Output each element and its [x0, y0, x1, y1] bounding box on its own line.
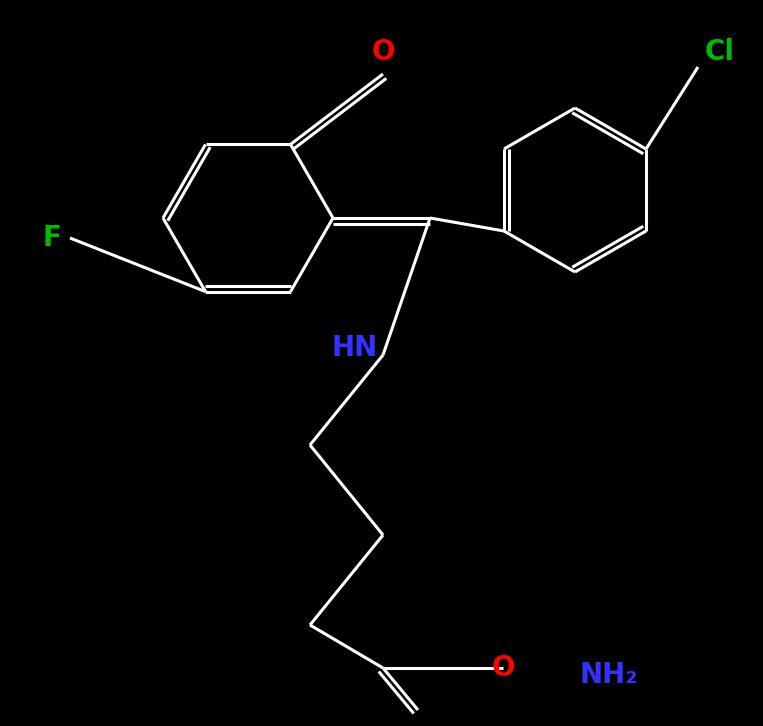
- Text: O: O: [372, 38, 394, 66]
- Text: NH₂: NH₂: [580, 661, 639, 689]
- Text: F: F: [43, 224, 62, 252]
- Text: Cl: Cl: [705, 38, 735, 66]
- Text: HN: HN: [332, 334, 378, 362]
- Text: O: O: [491, 654, 515, 682]
